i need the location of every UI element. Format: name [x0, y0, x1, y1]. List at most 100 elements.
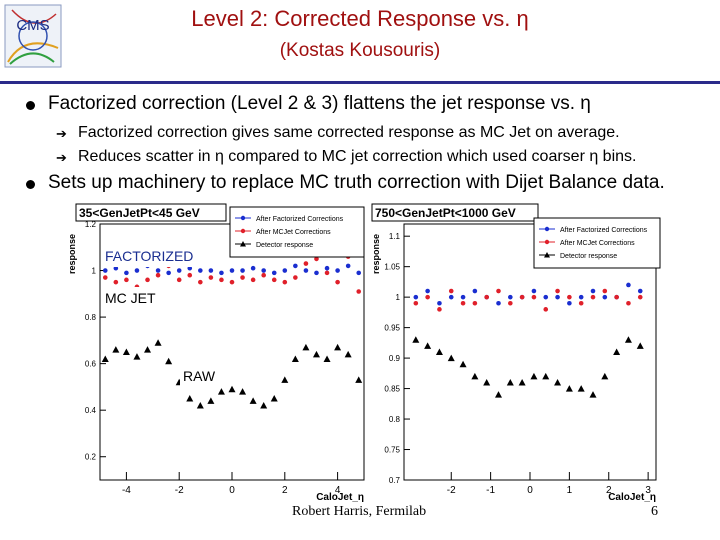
data-point — [261, 268, 266, 273]
data-point — [124, 277, 129, 283]
data-point — [102, 275, 108, 280]
data-point — [637, 294, 643, 300]
legend-entry: After MCJet Corrections — [560, 240, 635, 247]
bullet-dot — [26, 180, 35, 189]
data-point — [555, 288, 560, 294]
data-point — [447, 354, 455, 362]
data-point — [344, 350, 352, 358]
y-tick-label: 0.85 — [384, 385, 400, 394]
data-point — [134, 268, 140, 273]
data-point — [113, 279, 119, 285]
y-tick-label: 0.8 — [85, 313, 97, 322]
x-axis-label: CaloJet_η — [608, 492, 656, 503]
data-point — [196, 402, 204, 409]
x-tick-label: -1 — [486, 485, 495, 496]
data-point — [578, 300, 584, 306]
data-point — [496, 300, 501, 306]
bullet-dot — [26, 101, 35, 110]
data-point — [412, 336, 420, 343]
legend-entry: After Factorized Corrections — [256, 216, 344, 223]
data-point — [187, 265, 193, 271]
y-tick-label: 0.4 — [85, 406, 97, 415]
data-point — [424, 342, 432, 349]
data-point — [437, 307, 442, 312]
data-point — [626, 282, 631, 288]
data-point — [555, 294, 560, 300]
chart-low-pt: 35<GenJetPt<45 GeV 0.2 0.4 0.6 0.8 1 1.2 -4 -2 0 2… — [62, 202, 368, 504]
chart-title-box: 750<GenJetPt<1000 GeV — [371, 203, 539, 222]
data-point — [281, 376, 289, 383]
annotation-box: RAW — [180, 365, 226, 387]
chart-title: 750<GenJetPt<1000 GeV — [375, 206, 516, 220]
x-tick-label: 2 — [606, 485, 612, 496]
legend: After Factorized Corrections After MCJet … — [229, 206, 365, 258]
data-point — [293, 263, 298, 269]
x-tick-label: 0 — [229, 485, 235, 496]
data-point — [176, 277, 182, 283]
x-axis-label: CaloJet_η — [316, 492, 364, 503]
data-point — [530, 372, 538, 380]
data-point — [217, 388, 225, 395]
data-point — [495, 391, 502, 398]
data-point — [323, 355, 331, 362]
page-number: 6 — [651, 504, 658, 519]
annotation-text: FACTORIZED — [105, 248, 193, 264]
data-point — [508, 300, 513, 306]
data-point — [565, 385, 573, 392]
footer-author: Robert Harris, Fermilab — [292, 504, 427, 519]
data-point — [219, 270, 224, 276]
slide-title: Level 2: Corrected Response vs. η — [191, 6, 529, 31]
x-tick-label: 3 — [645, 485, 651, 496]
data-point — [302, 343, 310, 351]
data-point — [187, 272, 193, 278]
data-point — [601, 372, 609, 380]
y-tick-label: 1.2 — [85, 220, 97, 229]
arrow-icon: ➔ — [56, 126, 67, 141]
data-point — [518, 378, 526, 386]
data-point — [314, 270, 319, 276]
legend-entry: After MCJet Corrections — [256, 229, 331, 236]
data-point — [314, 256, 319, 262]
x-tick-label: -4 — [122, 485, 131, 496]
data-point — [506, 378, 514, 386]
data-point — [554, 378, 562, 386]
y-tick-label: 0.9 — [389, 354, 401, 363]
annotation-text: MC JET — [105, 290, 156, 306]
data-point — [145, 277, 150, 283]
legend-entry: Detector response — [560, 253, 617, 260]
data-point — [590, 288, 596, 294]
y-tick-label: 1.05 — [384, 263, 400, 272]
data-point — [519, 294, 525, 300]
sub-bullet-2: Reduces scatter in η compared to MC jet … — [78, 148, 637, 165]
data-point — [219, 277, 224, 283]
data-point — [293, 275, 298, 280]
data-point — [303, 268, 309, 273]
data-point — [124, 270, 129, 276]
data-point — [460, 300, 466, 306]
data-point — [324, 265, 330, 271]
data-point — [531, 288, 537, 294]
data-point — [229, 279, 235, 285]
data-point — [112, 346, 120, 353]
data-point — [250, 265, 256, 271]
data-point — [240, 275, 245, 280]
y-tick-label: 1.1 — [389, 232, 401, 241]
data-point — [589, 391, 597, 398]
y-tick-label: 1 — [396, 293, 401, 302]
annotation-box: FACTORIZED — [102, 245, 210, 267]
x-tick-label: 0 — [527, 485, 533, 496]
data-point — [335, 279, 340, 285]
x-tick-label: 4 — [335, 485, 341, 496]
data-point — [229, 268, 235, 273]
data-point — [508, 294, 513, 300]
data-point — [334, 343, 342, 351]
data-point — [614, 294, 619, 300]
chart-title-box: 35<GenJetPt<45 GeV — [75, 203, 227, 222]
chart-title: 35<GenJetPt<45 GeV — [79, 206, 200, 220]
data-point — [356, 270, 362, 276]
data-point — [166, 270, 171, 276]
y-tick-label: 0.8 — [389, 415, 401, 424]
y-tick-label: 0.95 — [384, 324, 400, 333]
data-point — [165, 357, 173, 365]
data-point — [208, 275, 214, 280]
